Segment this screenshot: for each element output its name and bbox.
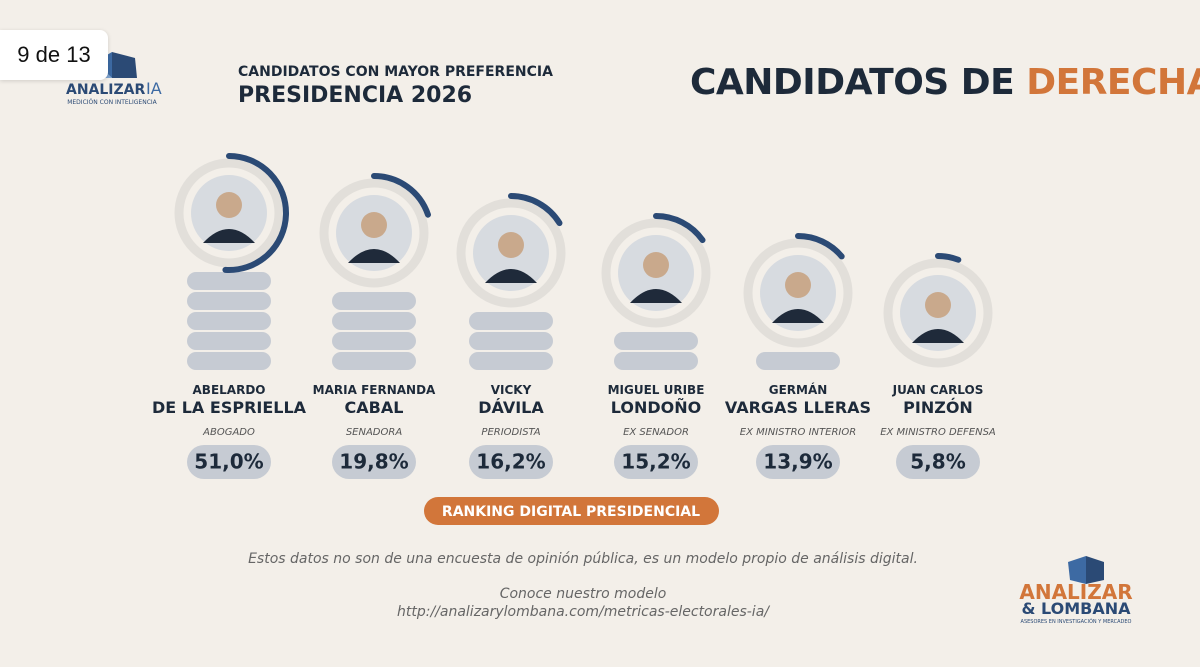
title-text: CANDIDATOS DE	[690, 62, 1015, 103]
stack-pill	[332, 332, 416, 350]
first-name: JUAN CARLOS	[892, 383, 984, 397]
disclaimer: Estos datos no son de una encuesta de op…	[248, 551, 918, 567]
first-name: VICKY	[491, 383, 532, 397]
share-pill	[469, 445, 553, 479]
first-name: MARIA FERNANDA	[313, 383, 436, 397]
share-arc	[795, 233, 845, 260]
header-kicker: CANDIDATOS CON MAYOR PREFERENCIA	[238, 64, 553, 80]
first-name: GERMÁN	[769, 382, 828, 397]
share-arc	[222, 153, 289, 273]
share-arc	[371, 173, 431, 218]
brand-tagline: MEDICIÓN CON INTELIGENCIA	[67, 99, 157, 106]
role: EX MINISTRO INTERIOR	[740, 427, 856, 438]
ring-track	[601, 218, 711, 328]
photo-head	[785, 272, 811, 298]
photo-body	[630, 289, 682, 303]
share-pill	[187, 445, 271, 479]
stack-pill	[187, 352, 271, 370]
photo-body	[485, 269, 537, 283]
share-pill	[332, 445, 416, 479]
ring-track	[743, 238, 853, 348]
role: ABOGADO	[202, 427, 255, 438]
stack-pill	[332, 352, 416, 370]
main-title: CANDIDATOS DE DERECHA	[690, 62, 1200, 103]
stack-pill	[469, 312, 553, 330]
share-label: 51,0%	[194, 450, 263, 474]
share-arc	[508, 193, 563, 227]
share-label: 5,8%	[910, 450, 965, 474]
stack-pill	[187, 272, 271, 290]
first-name: ABELARDO	[193, 383, 266, 397]
footer-brand-line1: ANALIZAR	[1019, 580, 1132, 604]
share-arc	[653, 213, 706, 244]
photo-body	[772, 309, 824, 323]
photo-body	[203, 229, 255, 243]
ring-track	[174, 158, 284, 268]
photo-head	[498, 232, 524, 258]
stack-pill	[469, 352, 553, 370]
share-pill	[756, 445, 840, 479]
share-pill	[896, 445, 980, 479]
share-arc	[935, 253, 962, 263]
share-label: 13,9%	[763, 450, 832, 474]
last-name: VARGAS LLERAS	[725, 398, 871, 417]
last-name: LONDOÑO	[611, 398, 702, 417]
ranking-button-label: RANKING DIGITAL PRESIDENCIAL	[442, 504, 700, 520]
page-counter: 9 de 13	[0, 30, 108, 80]
photo-head	[361, 212, 387, 238]
last-name: PINZÓN	[903, 398, 973, 417]
role: SENADORA	[346, 427, 403, 438]
share-label: 19,8%	[339, 450, 408, 474]
photo-body	[912, 329, 964, 343]
footer-logo	[1068, 556, 1104, 584]
stack-pill	[187, 292, 271, 310]
brand-suffix: IA	[146, 79, 162, 98]
ring-track	[883, 258, 993, 368]
photo-body	[348, 249, 400, 263]
last-name: DÁVILA	[478, 398, 544, 417]
first-name: MIGUEL URIBE	[608, 383, 705, 397]
footer-brand-tagline: ASESORES EN INVESTIGACIÓN Y MERCADEO	[1021, 618, 1132, 625]
last-name: CABAL	[345, 398, 404, 417]
stack-pill	[469, 332, 553, 350]
url[interactable]: http://analizarylombana.com/metricas-ele…	[397, 604, 770, 620]
footer-brand-line2: & LOMBANA	[1021, 599, 1131, 618]
header-subtitle: PRESIDENCIA 2026	[238, 83, 472, 108]
photo-head	[216, 192, 242, 218]
stack-pill	[187, 332, 271, 350]
ring-track	[456, 198, 566, 308]
stack-pill	[756, 352, 840, 370]
ring-track	[319, 178, 429, 288]
stack-pill	[614, 352, 698, 370]
stack-pill	[332, 312, 416, 330]
role: EX MINISTRO DEFENSA	[880, 427, 996, 438]
photo-head	[925, 292, 951, 318]
share-label: 15,2%	[621, 450, 690, 474]
share-pill	[614, 445, 698, 479]
photo-head	[643, 252, 669, 278]
stack-pill	[332, 292, 416, 310]
cta: Conoce nuestro modelo	[500, 586, 667, 602]
title-highlight: DERECHA	[1026, 62, 1200, 103]
role: PERIODISTA	[481, 427, 540, 438]
brand-name: ANALIZAR	[66, 82, 146, 98]
role: EX SENADOR	[623, 427, 689, 438]
share-label: 16,2%	[476, 450, 545, 474]
stack-pill	[187, 312, 271, 330]
stack-pill	[614, 332, 698, 350]
last-name: DE LA ESPRIELLA	[152, 398, 307, 417]
ranking-button[interactable]	[424, 497, 719, 525]
